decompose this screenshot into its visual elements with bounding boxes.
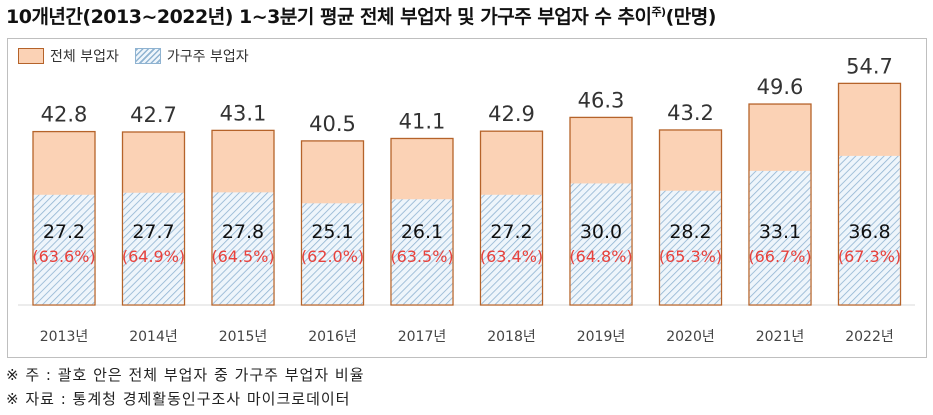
x-tick-label: 2017년	[398, 329, 447, 345]
legend-label-household: 가구주 부업자	[166, 49, 249, 65]
household-value-label: 26.1	[401, 221, 443, 243]
x-tick-label: 2020년	[666, 329, 715, 345]
household-bar	[123, 192, 184, 305]
ratio-label: (62.0%)	[301, 247, 364, 266]
household-value-label: 28.2	[669, 221, 711, 243]
household-value-label: 27.2	[43, 221, 85, 243]
household-value-label: 27.2	[490, 221, 532, 243]
household-bar	[391, 199, 453, 305]
household-bar	[481, 194, 542, 305]
household-value-label: 25.1	[311, 221, 353, 243]
x-tick-label: 2014년	[129, 329, 178, 345]
footnote-source: ※ 자료 : 통계청 경제활동인구조사 마이크로데이터	[6, 390, 351, 408]
total-value-label: 42.9	[488, 102, 535, 126]
total-value-label: 42.7	[130, 103, 177, 127]
household-bar	[302, 203, 363, 305]
ratio-label: (64.8%)	[569, 247, 632, 266]
x-tick-label: 2013년	[40, 329, 89, 345]
total-value-label: 46.3	[578, 88, 625, 112]
total-value-label: 41.1	[399, 109, 446, 133]
household-bar	[749, 170, 811, 305]
total-value-label: 49.6	[757, 75, 804, 99]
ratio-label: (63.5%)	[390, 247, 453, 266]
legend-swatch-total	[18, 48, 44, 64]
x-tick-label: 2022년	[845, 329, 894, 345]
household-bar	[33, 194, 95, 305]
total-value-label: 54.7	[846, 54, 893, 78]
x-tick-label: 2016년	[308, 329, 357, 345]
household-value-label: 33.1	[759, 221, 801, 243]
x-tick-label: 2019년	[577, 329, 626, 345]
x-tick-label: 2015년	[219, 329, 268, 345]
legend-label-total: 전체 부업자	[50, 49, 119, 65]
x-tick-label: 2021년	[756, 329, 805, 345]
ratio-label: (64.5%)	[211, 247, 274, 266]
total-value-label: 43.1	[220, 101, 267, 125]
ratio-label: (66.7%)	[748, 247, 811, 266]
household-value-label: 36.8	[848, 221, 890, 243]
footnote-note: ※ 주 : 괄호 안은 전체 부업자 중 가구주 부업자 비율	[6, 366, 365, 384]
ratio-label: (65.3%)	[659, 247, 722, 266]
chart-title: 10개년간(2013~2022년) 1~3분기 평균 전체 부업자 및 가구주 …	[6, 5, 716, 28]
x-tick-label: 2018년	[487, 329, 536, 345]
household-value-label: 30.0	[580, 221, 622, 243]
total-value-label: 42.8	[41, 103, 88, 127]
household-bar	[660, 190, 721, 305]
total-value-label: 43.2	[667, 101, 714, 125]
household-value-label: 27.7	[132, 221, 174, 243]
legend: 전체 부업자 가구주 부업자	[18, 46, 249, 66]
ratio-label: (63.6%)	[32, 247, 95, 266]
household-bar	[212, 192, 274, 305]
ratio-label: (64.9%)	[122, 247, 185, 266]
ratio-label: (63.4%)	[480, 247, 543, 266]
legend-swatch-household	[134, 48, 161, 64]
household-bar	[570, 183, 632, 305]
household-bar	[839, 155, 900, 305]
ratio-label: (67.3%)	[838, 247, 901, 266]
total-value-label: 40.5	[309, 112, 356, 136]
household-value-label: 27.8	[222, 221, 264, 243]
